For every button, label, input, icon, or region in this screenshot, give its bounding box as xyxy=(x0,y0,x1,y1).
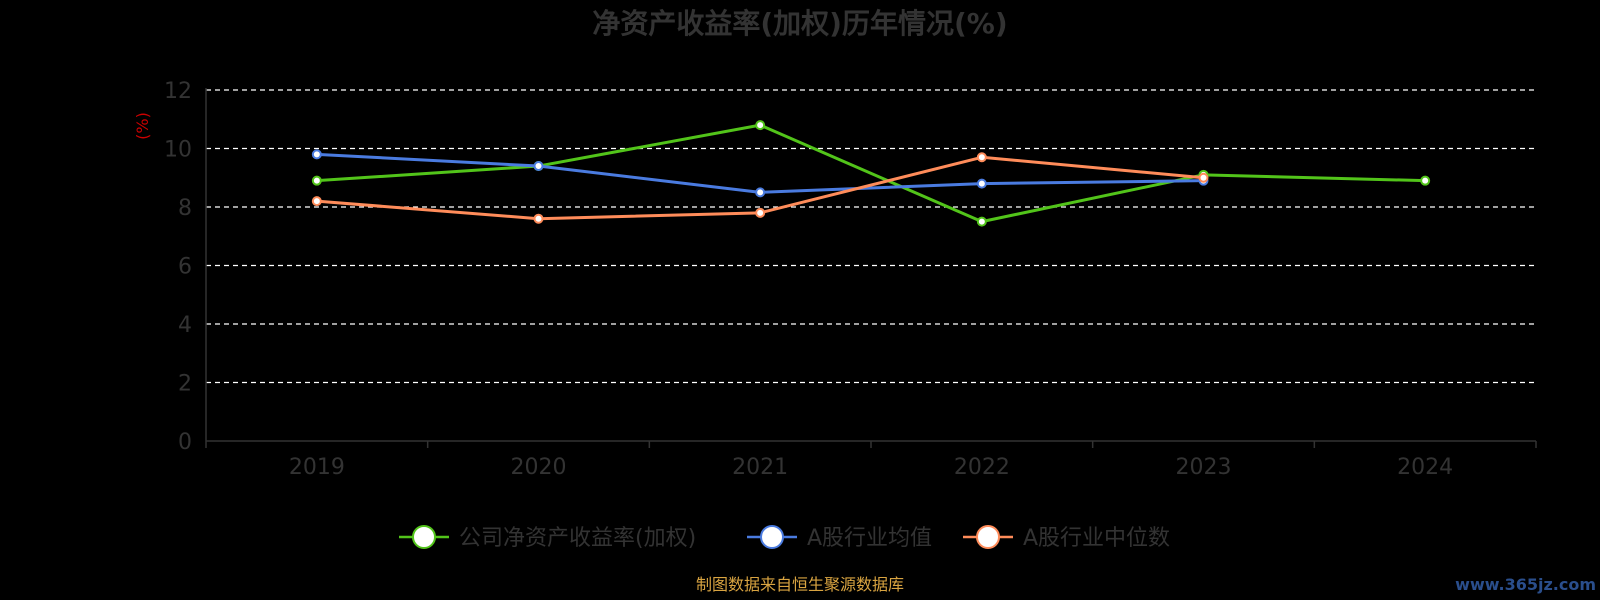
data-point[interactable] xyxy=(755,120,766,131)
x-tick-label: 2020 xyxy=(511,455,567,480)
data-point[interactable] xyxy=(311,175,322,186)
data-point[interactable] xyxy=(976,178,987,189)
chart-title: 净资产收益率(加权)历年情况(%) xyxy=(592,7,1007,40)
x-tick-label: 2019 xyxy=(289,455,345,480)
data-source-note: 制图数据来自恒生聚源数据库 xyxy=(696,575,904,594)
legend[interactable]: 公司净资产收益率(加权) A股行业均值 A股行业中位数 xyxy=(399,525,1170,551)
y-axis-label: (%) xyxy=(133,112,152,140)
legend-item-0[interactable]: 公司净资产收益率(加权) xyxy=(399,525,696,551)
data-point[interactable] xyxy=(755,187,766,198)
data-point[interactable] xyxy=(1198,172,1209,183)
legend-item-2[interactable]: A股行业中位数 xyxy=(963,525,1170,551)
data-point[interactable] xyxy=(311,196,322,207)
y-tick-label: 2 xyxy=(178,372,192,397)
data-point[interactable] xyxy=(755,207,766,218)
legend-marker xyxy=(760,525,784,549)
legend-item-1[interactable]: A股行业均值 xyxy=(747,525,932,551)
watermark: www.365jz.com xyxy=(1455,575,1596,594)
y-tick-label: 8 xyxy=(178,196,192,221)
series-line-0 xyxy=(316,123,1426,224)
data-point[interactable] xyxy=(533,161,544,172)
data-point[interactable] xyxy=(311,149,322,160)
x-tick-label: 2022 xyxy=(954,455,1010,480)
axis-layer: 0 2 4 6 8 10 12 2019 2020 2021 2022 2023 2024 xyxy=(164,79,1537,480)
legend-label: 公司净资产收益率(加权) xyxy=(459,526,696,551)
legend-marker xyxy=(412,525,436,549)
data-point[interactable] xyxy=(533,213,544,224)
y-tick-label: 10 xyxy=(164,138,192,163)
y-tick-label: 4 xyxy=(178,313,192,338)
y-tick-label: 6 xyxy=(178,255,192,280)
y-tick-label: 0 xyxy=(178,430,192,455)
x-tick-label: 2023 xyxy=(1176,455,1232,480)
x-tick-label: 2024 xyxy=(1397,455,1453,480)
data-point[interactable] xyxy=(976,152,987,163)
legend-label: A股行业均值 xyxy=(807,526,932,551)
legend-marker xyxy=(976,525,1000,549)
data-point[interactable] xyxy=(1420,175,1431,186)
y-tick-label: 12 xyxy=(164,79,192,104)
grid-layer xyxy=(206,89,1536,384)
legend-label: A股行业中位数 xyxy=(1023,526,1170,551)
data-point[interactable] xyxy=(976,216,987,227)
x-tick-label: 2021 xyxy=(732,455,788,480)
series-layer xyxy=(311,120,1431,227)
